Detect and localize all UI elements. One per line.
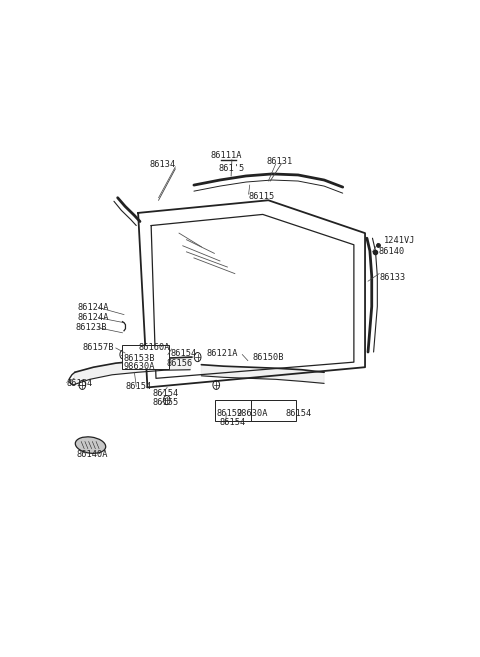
Text: 98630A: 98630A bbox=[237, 409, 268, 419]
Text: 86133: 86133 bbox=[379, 273, 406, 282]
Text: 86154: 86154 bbox=[125, 382, 151, 391]
Text: 86115: 86115 bbox=[249, 192, 275, 200]
Ellipse shape bbox=[75, 437, 106, 453]
Polygon shape bbox=[202, 365, 324, 384]
FancyBboxPatch shape bbox=[122, 345, 168, 369]
Text: 86157B: 86157B bbox=[83, 344, 114, 352]
Text: 86154: 86154 bbox=[171, 348, 197, 357]
Text: 86160A: 86160A bbox=[138, 344, 169, 352]
Text: 86124A: 86124A bbox=[78, 313, 109, 322]
Text: 86154: 86154 bbox=[67, 379, 93, 388]
Text: 86155: 86155 bbox=[152, 398, 179, 407]
Text: 86123B: 86123B bbox=[76, 323, 107, 332]
FancyBboxPatch shape bbox=[215, 399, 267, 421]
Text: 86154: 86154 bbox=[152, 389, 179, 398]
Text: 98630A: 98630A bbox=[124, 362, 156, 371]
Text: 86154: 86154 bbox=[219, 419, 245, 427]
Text: 1241VJ: 1241VJ bbox=[384, 237, 415, 245]
Text: 86140: 86140 bbox=[378, 247, 404, 256]
Text: 86153B: 86153B bbox=[124, 353, 156, 363]
Text: 86124A: 86124A bbox=[78, 303, 109, 312]
Text: 86111A: 86111A bbox=[211, 151, 242, 160]
Text: 86156: 86156 bbox=[166, 359, 192, 368]
Polygon shape bbox=[73, 357, 192, 385]
Text: 86154: 86154 bbox=[285, 409, 312, 419]
Text: 86140A: 86140A bbox=[77, 449, 108, 459]
Text: 86131: 86131 bbox=[266, 157, 293, 166]
FancyBboxPatch shape bbox=[251, 399, 296, 421]
Text: 86134: 86134 bbox=[149, 160, 175, 170]
Text: 86152: 86152 bbox=[216, 409, 242, 419]
Text: 861'5: 861'5 bbox=[219, 164, 245, 173]
Text: 86150B: 86150B bbox=[252, 353, 284, 361]
Text: 86121A: 86121A bbox=[207, 348, 239, 357]
